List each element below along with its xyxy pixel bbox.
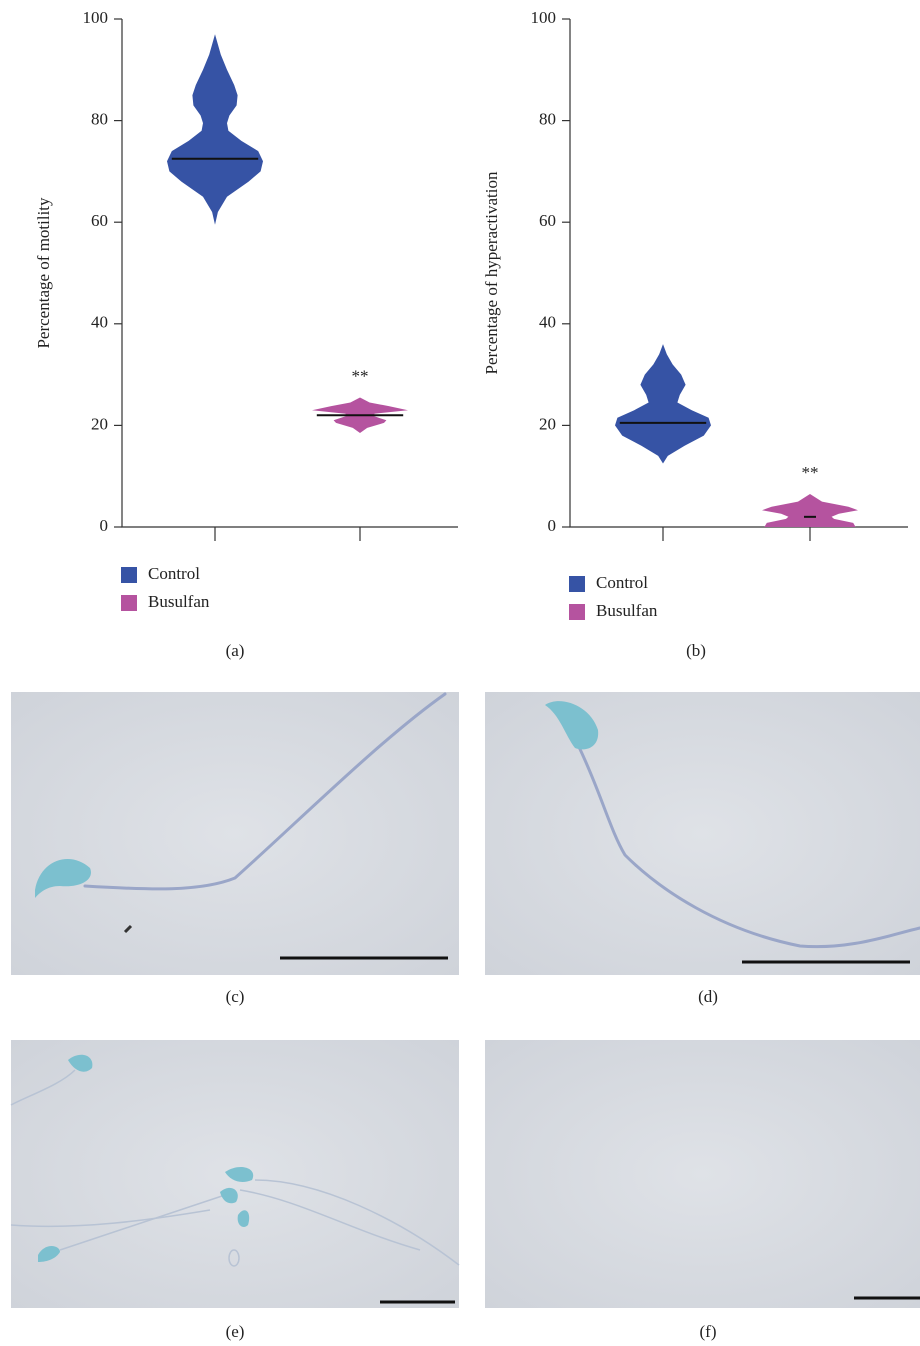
figure: 0 20 40 60 80 100 Percentage of motility ** Cont… (0, 0, 920, 1346)
legend-swatch (569, 604, 585, 620)
significance-label: ** (352, 366, 369, 385)
micrograph-d (485, 692, 920, 975)
legend-swatch (569, 576, 585, 592)
legend-label: Control (148, 564, 200, 583)
legend-swatch (121, 595, 137, 611)
micrograph-f (485, 1040, 920, 1308)
y-tick-label: 20 (91, 414, 108, 433)
violin (615, 344, 711, 463)
violin (762, 494, 858, 527)
panel-label: (c) (226, 987, 245, 1006)
panel-label: (a) (226, 641, 245, 660)
panel-label: (e) (226, 1322, 245, 1341)
y-tick-label: 60 (539, 211, 556, 230)
y-tick-label: 100 (83, 8, 109, 27)
significance-label: ** (802, 463, 819, 482)
legend-label: Control (596, 573, 648, 592)
y-axis-label: Percentage of motility (34, 197, 53, 349)
y-tick-label: 0 (100, 516, 109, 535)
y-tick-label: 100 (531, 8, 557, 27)
y-tick-label: 0 (548, 516, 557, 535)
y-tick-label: 20 (539, 414, 556, 433)
panel-label: (b) (686, 641, 706, 660)
y-axis-label: Percentage of hyperactivation (482, 171, 501, 374)
axis-line (570, 19, 908, 527)
y-tick-label: 60 (91, 211, 108, 230)
legend-swatch (121, 567, 137, 583)
y-tick-label: 40 (91, 313, 108, 332)
micrograph-c (11, 692, 459, 975)
micrograph-e (11, 1040, 459, 1308)
y-tick-label: 80 (539, 110, 556, 129)
axis-line (122, 19, 458, 527)
y-tick-label: 40 (539, 313, 556, 332)
legend-label: Busulfan (596, 601, 658, 620)
y-tick-label: 80 (91, 110, 108, 129)
panel-label: (d) (698, 987, 718, 1006)
violin (167, 34, 263, 225)
legend-label: Busulfan (148, 592, 210, 611)
panel-label: (f) (700, 1322, 717, 1341)
